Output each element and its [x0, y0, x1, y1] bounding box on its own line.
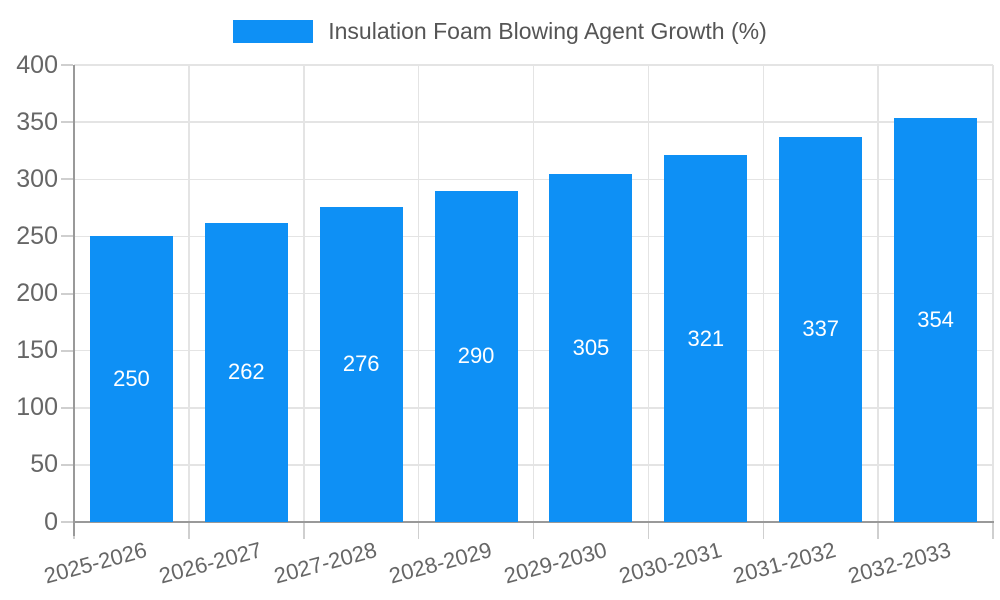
bar-value-label: 337	[802, 316, 840, 342]
x-gridline	[188, 65, 190, 522]
bar-value-label: 250	[113, 366, 150, 392]
x-category-label: 2025-2026	[41, 537, 150, 589]
bar[interactable]: 262	[204, 222, 288, 522]
x-gridline	[762, 65, 764, 522]
y-axis-line	[73, 65, 75, 536]
x-gridline	[877, 65, 879, 522]
y-tick-mark	[61, 64, 73, 66]
y-tick-label: 0	[44, 507, 58, 536]
bar[interactable]: 276	[319, 206, 403, 522]
y-tick-label: 100	[16, 393, 58, 422]
x-tick-mark	[188, 523, 190, 539]
y-tick-mark	[61, 463, 73, 466]
bar[interactable]: 250	[89, 236, 173, 522]
x-gridline	[303, 65, 305, 522]
x-category-label: 2026-2027	[156, 537, 265, 589]
x-tick-mark	[303, 523, 305, 539]
x-category-label: 2032-2033	[845, 537, 954, 589]
bar[interactable]: 290	[434, 190, 518, 522]
legend-label[interactable]: Insulation Foam Blowing Agent Growth (%)	[328, 18, 767, 44]
x-axis-line	[73, 521, 994, 523]
x-tick-mark	[992, 523, 994, 539]
x-tick-mark	[532, 523, 535, 539]
y-tick-label: 400	[16, 50, 58, 79]
bar-value-label: 354	[917, 306, 954, 332]
y-tick-mark	[61, 235, 73, 238]
y-tick-mark	[61, 178, 73, 181]
bar[interactable]: 337	[779, 136, 863, 522]
y-tick-label: 300	[16, 164, 58, 193]
bar-value-label: 290	[457, 343, 495, 369]
x-category-label: 2027-2028	[271, 537, 380, 589]
bar-value-label: 321	[687, 325, 725, 351]
y-tick-label: 150	[16, 336, 58, 365]
y-tick-label: 200	[16, 279, 58, 307]
x-tick-mark	[417, 523, 420, 539]
x-gridline	[647, 65, 650, 522]
y-tick-mark	[61, 292, 73, 295]
legend-swatch[interactable]	[233, 20, 314, 44]
bar-value-label: 305	[572, 334, 610, 360]
x-gridline	[532, 65, 535, 522]
bar-value-label: 276	[342, 351, 380, 377]
x-tick-mark	[877, 523, 879, 539]
x-category-label: 2028-2029	[386, 537, 495, 589]
y-tick-label: 250	[16, 221, 58, 250]
x-category-label: 2029-2030	[501, 537, 610, 589]
y-tick-mark	[61, 521, 73, 523]
x-gridline	[992, 65, 994, 522]
x-tick-mark	[647, 523, 650, 539]
bar[interactable]: 321	[664, 155, 748, 522]
y-tick-mark	[61, 406, 73, 409]
x-category-label: 2030-2031	[615, 537, 725, 589]
x-category-label: 2031-2032	[730, 537, 839, 589]
y-tick-mark	[61, 349, 73, 352]
bar[interactable]: 305	[549, 173, 633, 522]
bar-value-label: 262	[227, 359, 265, 385]
bar[interactable]: 354	[894, 117, 978, 522]
chart-legend: Insulation Foam Blowing Agent Growth (%)	[0, 18, 1000, 46]
x-gridline	[417, 65, 420, 522]
y-tick-mark	[61, 121, 73, 124]
y-tick-label: 350	[16, 107, 58, 136]
x-axis-labels: 2025-2026 2026-2027 2027-2028 2028-2029 2029…	[42, 524, 993, 600]
y-tick-label: 50	[30, 450, 58, 479]
plot-area: 0 50 100 150 200 250 300 350 400 250 262 276 290 305 3…	[16, 52, 994, 539]
x-tick-mark	[762, 523, 764, 539]
